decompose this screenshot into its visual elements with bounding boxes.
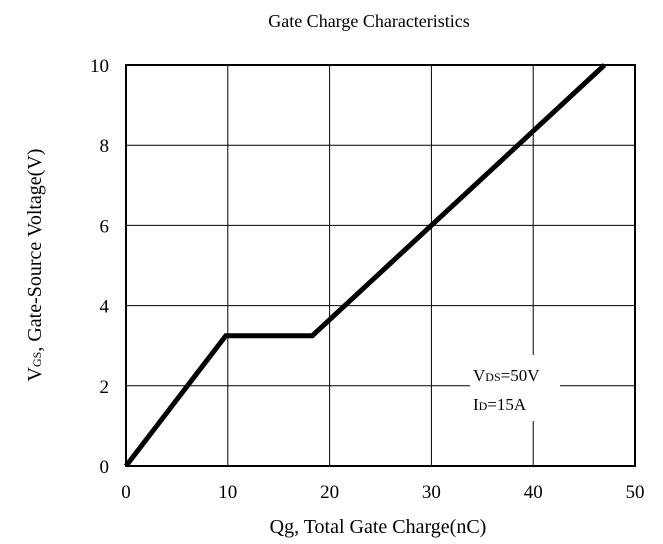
y-axis-label-sub: GS [30,352,44,367]
y-tick-label: 10 [90,56,109,77]
x-tick-labels: 0 10 20 30 40 50 [121,482,644,503]
x-axis-label: Qg, Total Gate Charge(nC) [270,516,487,538]
y-tick-label: 6 [100,216,110,237]
x-tick-label: 30 [422,482,441,503]
y-tick-label: 8 [100,136,110,157]
annotation-id-sub: D [479,399,488,413]
y-tick-labels: 0 2 4 6 8 10 [90,56,110,478]
x-tick-label: 40 [524,482,543,503]
annotation-id-rest: =15A [487,395,527,414]
x-tick-label: 50 [626,482,645,503]
x-tick-label: 20 [320,482,339,503]
series-line [124,63,607,468]
y-axis-label-main: V [24,366,46,381]
plot-frame [125,64,636,467]
y-axis-label-rest: , Gate-Source Voltage(V) [24,149,46,352]
annotation-vds: VDS=50V [473,366,540,385]
y-tick-label: 2 [100,377,110,398]
annotation-vds-rest: =50V [501,366,541,385]
y-tick-label: 0 [100,457,110,478]
x-tick-label: 0 [121,482,131,503]
y-tick-label: 4 [100,297,110,318]
annotation-vds-main: V [473,366,486,385]
annotation-id: ID=15A [473,395,527,414]
annotation-box [470,355,560,421]
annotation-vds-sub: DS [485,370,500,384]
x-tick-label: 10 [218,482,237,503]
chart-title: Gate Charge Characteristics [268,11,470,31]
annotation-id-main: I [473,395,479,414]
y-axis-label: VGS, Gate-Source Voltage(V) [24,149,46,382]
